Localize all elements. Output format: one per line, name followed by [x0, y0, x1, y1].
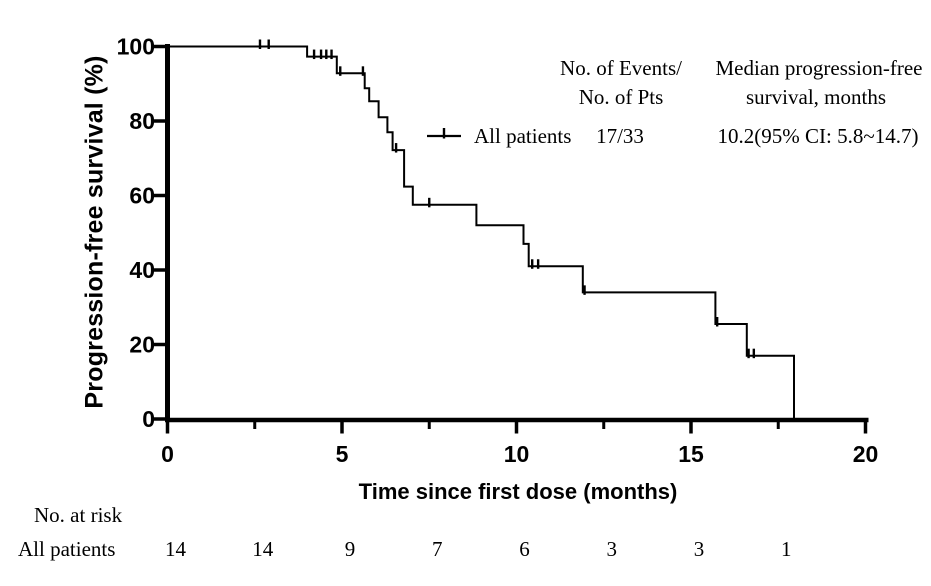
- legend-events-value: 17/33: [596, 124, 644, 148]
- legend-header-events-line2: No. of Pts: [578, 85, 664, 109]
- legend-median-value: 10.2(95% CI: 5.8~14.7): [717, 124, 919, 148]
- km-curve-all-patients: [167, 45, 795, 419]
- risk-count: 14: [165, 537, 186, 561]
- risk-values-row: 14 14 9 7 6 3 3 1: [0, 536, 931, 564]
- x-tick-label: 10: [504, 441, 530, 467]
- y-axis-title: Progression-free survival (%): [80, 55, 109, 409]
- risk-count: 3: [693, 537, 705, 561]
- x-tick-label: 5: [336, 441, 349, 467]
- y-tick-label: 40: [129, 257, 155, 283]
- legend-header-median-line1: Median progression-free: [715, 56, 923, 80]
- risk-table-row-label: All patients: [18, 537, 116, 561]
- x-axis-title: Time since first dose (months): [358, 479, 678, 504]
- x-tick-label: 0: [161, 441, 174, 467]
- legend-series-label: All patients: [474, 124, 572, 148]
- risk-count: 1: [781, 537, 792, 561]
- x-tick-label: 20: [853, 441, 879, 467]
- x-tick-label: 15: [678, 441, 704, 467]
- y-tick-label: 0: [142, 406, 155, 432]
- y-tick-label: 100: [117, 34, 155, 60]
- risk-count: 7: [432, 537, 443, 561]
- risk-count: 14: [252, 537, 274, 561]
- y-tick-label: 60: [129, 183, 155, 209]
- y-tick-label: 20: [129, 332, 155, 358]
- legend-header-events-line1: No. of Events/: [560, 56, 682, 80]
- y-tick-label: 80: [129, 108, 155, 134]
- risk-table-title: No. at risk: [34, 503, 123, 527]
- risk-count: 3: [606, 537, 618, 561]
- legend-header-median-line2: survival, months: [746, 85, 886, 109]
- risk-count: 9: [344, 537, 356, 561]
- risk-count: 6: [519, 537, 530, 561]
